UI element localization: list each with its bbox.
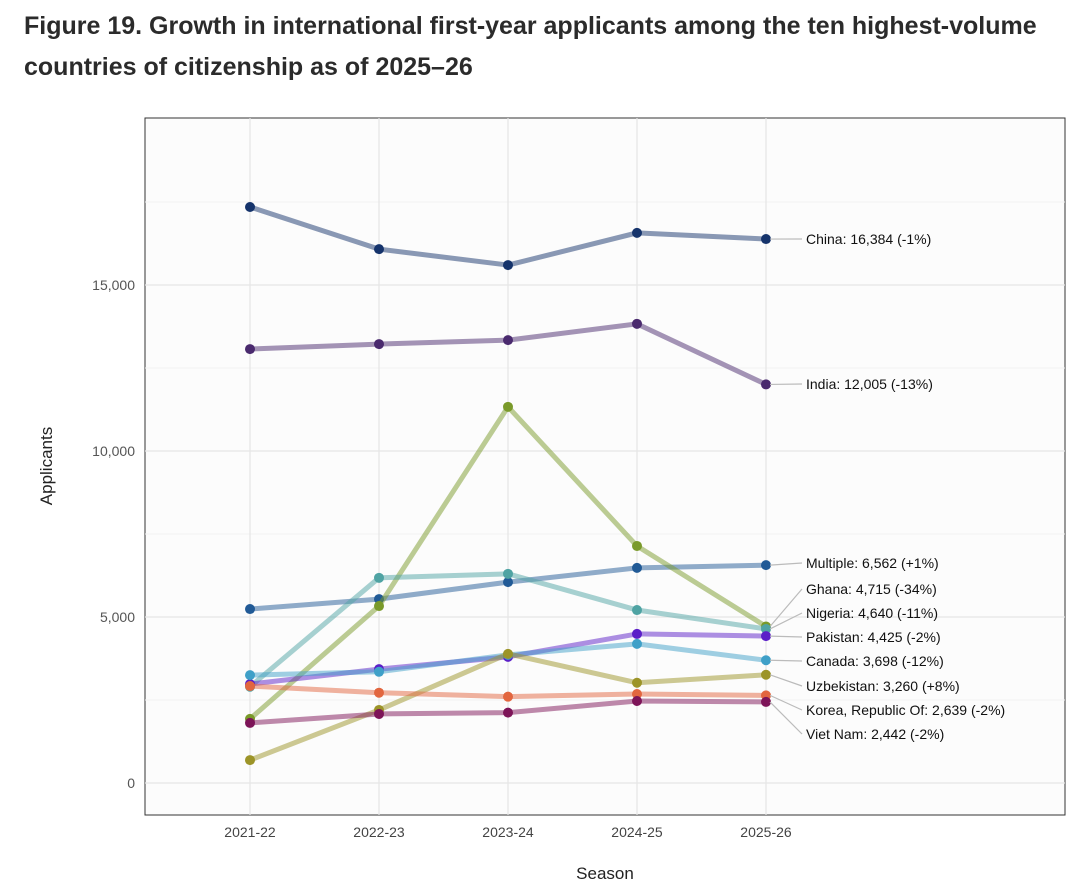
x-tick-label: 2022-23 [353, 824, 405, 840]
data-point [632, 562, 642, 573]
data-point [761, 623, 771, 634]
data-point [503, 401, 513, 412]
series-label: Viet Nam: 2,442 (-2%) [806, 726, 944, 742]
data-point [245, 201, 255, 212]
data-point [245, 717, 255, 728]
series-nigeria: Nigeria: 4,640 (-11%) [245, 568, 938, 692]
label-leader [769, 588, 803, 627]
series-viet-nam: Viet Nam: 2,442 (-2%) [245, 695, 944, 742]
series-uzbekistan: Uzbekistan: 3,260 (+8%) [245, 648, 960, 766]
data-point [632, 227, 642, 238]
chart-title: Figure 19. Growth in international first… [24, 12, 1037, 81]
data-point [245, 755, 255, 766]
data-point [761, 560, 771, 571]
y-tick-label: 5,000 [100, 609, 135, 625]
data-point [245, 344, 255, 355]
label-leader [769, 701, 803, 735]
y-tick-label: 0 [127, 775, 135, 791]
data-point [374, 687, 384, 698]
series-label: Nigeria: 4,640 (-11%) [806, 605, 938, 621]
data-point [503, 707, 513, 718]
x-tick-label: 2024-25 [611, 824, 663, 840]
series-korea-republic-of: Korea, Republic Of: 2,639 (-2%) [245, 681, 1005, 718]
data-point [632, 628, 642, 639]
data-point [632, 689, 642, 700]
data-point [761, 631, 771, 642]
series-china: China: 16,384 (-1%) [245, 201, 931, 271]
x-axis-title: Season [576, 864, 634, 883]
data-point [245, 681, 255, 692]
data-point [632, 605, 642, 616]
label-leader [769, 659, 803, 662]
series-india: India: 12,005 (-13%) [245, 318, 933, 392]
y-axis-title: Applicants [37, 427, 56, 505]
data-point [245, 604, 255, 615]
data-point [503, 260, 513, 271]
data-point [503, 568, 513, 579]
x-tick-label: 2025-26 [740, 824, 792, 840]
series-multiple: Multiple: 6,562 (+1%) [245, 555, 939, 615]
x-tick-label: 2021-22 [224, 824, 276, 840]
series-label: Pakistan: 4,425 (-2%) [806, 629, 941, 645]
data-point [761, 696, 771, 707]
data-point [374, 339, 384, 350]
series-label: China: 16,384 (-1%) [806, 231, 931, 247]
plot-panel [144, 117, 1066, 816]
series-label: Multiple: 6,562 (+1%) [806, 555, 939, 571]
data-point [761, 234, 771, 245]
data-point [374, 666, 384, 677]
data-point [632, 638, 642, 649]
series-label: Korea, Republic Of: 2,639 (-2%) [806, 702, 1005, 718]
data-point [761, 379, 771, 390]
data-point [245, 670, 255, 681]
data-point [503, 335, 513, 346]
data-point [632, 318, 642, 329]
data-point [632, 540, 642, 551]
series-label: India: 12,005 (-13%) [806, 376, 933, 392]
data-point [503, 691, 513, 702]
data-point [761, 655, 771, 666]
series-label: Ghana: 4,715 (-34%) [806, 581, 937, 597]
series-label: Canada: 3,698 (-12%) [806, 653, 944, 669]
data-point [503, 648, 513, 659]
label-leader [769, 694, 803, 711]
data-point [632, 695, 642, 706]
y-tick-label: 10,000 [92, 443, 135, 459]
data-point [374, 601, 384, 612]
data-point [761, 669, 771, 680]
data-point [374, 572, 384, 583]
data-point [374, 244, 384, 255]
data-point [503, 577, 513, 588]
label-leader [769, 635, 803, 638]
data-point [374, 708, 384, 719]
x-tick-label: 2023-24 [482, 824, 534, 840]
series-label: Uzbekistan: 3,260 (+8%) [806, 678, 960, 694]
label-leader [769, 562, 803, 566]
data-point [632, 677, 642, 688]
y-tick-label: 15,000 [92, 277, 135, 293]
label-leader [769, 612, 803, 630]
label-leader [769, 674, 803, 687]
